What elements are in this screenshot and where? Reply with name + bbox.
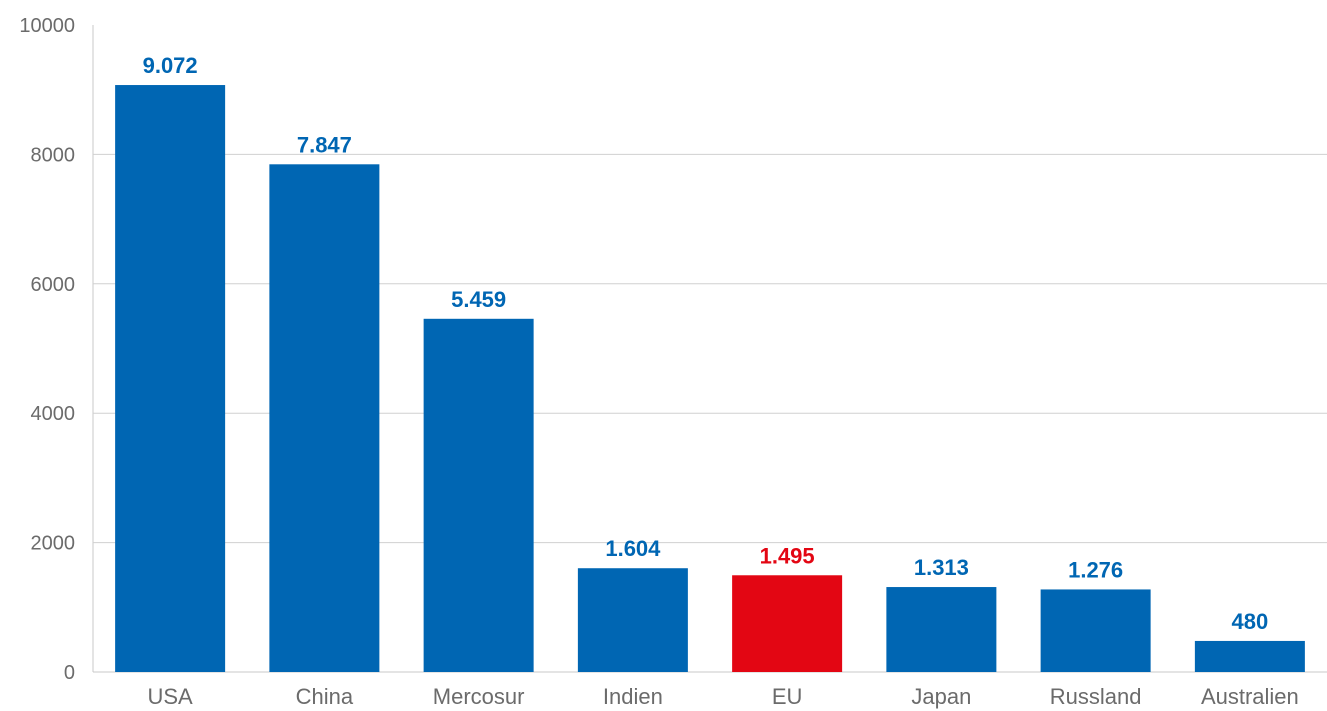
bar-japan <box>886 587 997 672</box>
x-tick-label-japan: Japan <box>911 684 971 709</box>
x-tick-label-indien: Indien <box>603 684 663 709</box>
value-label-japan: 1.313 <box>914 555 969 580</box>
value-label-mercosur: 5.459 <box>451 287 506 312</box>
y-axis-ticks: 0 2000 4000 6000 8000 10000 <box>19 15 75 684</box>
x-tick-label-australien: Australien <box>1201 684 1299 709</box>
bar-mercosur <box>423 318 534 672</box>
value-label-indien: 1.604 <box>605 536 661 561</box>
value-label-usa: 9.072 <box>143 53 198 78</box>
x-axis-ticks: USA China Mercosur Indien EU Japan Russland Aus… <box>148 684 1299 709</box>
value-label-eu: 1.495 <box>760 543 815 568</box>
value-label-china: 7.847 <box>297 132 352 157</box>
x-tick-label-china: China <box>296 684 354 709</box>
y-tick-label: 2000 <box>31 533 76 555</box>
x-tick-label-russland: Russland <box>1050 684 1142 709</box>
bar-china <box>269 164 380 672</box>
x-tick-label-eu: EU <box>772 684 803 709</box>
value-label-australien: 480 <box>1232 609 1269 634</box>
bar-usa <box>115 85 226 672</box>
value-label-russland: 1.276 <box>1068 557 1123 582</box>
y-tick-label: 6000 <box>31 274 76 296</box>
x-tick-label-usa: USA <box>148 684 194 709</box>
y-tick-label: 0 <box>64 662 75 684</box>
bar-australien <box>1194 640 1305 672</box>
bars <box>115 85 1305 672</box>
x-tick-label-mercosur: Mercosur <box>433 684 525 709</box>
y-tick-label: 8000 <box>31 144 76 166</box>
y-tick-label: 4000 <box>31 403 76 425</box>
y-tick-label: 10000 <box>19 15 75 37</box>
bar-russland <box>1040 589 1151 672</box>
value-labels: 9.072 7.847 5.459 1.604 1.495 1.313 1.276 480 <box>143 53 1269 634</box>
bar-eu <box>732 575 843 672</box>
bar-indien <box>577 568 688 672</box>
